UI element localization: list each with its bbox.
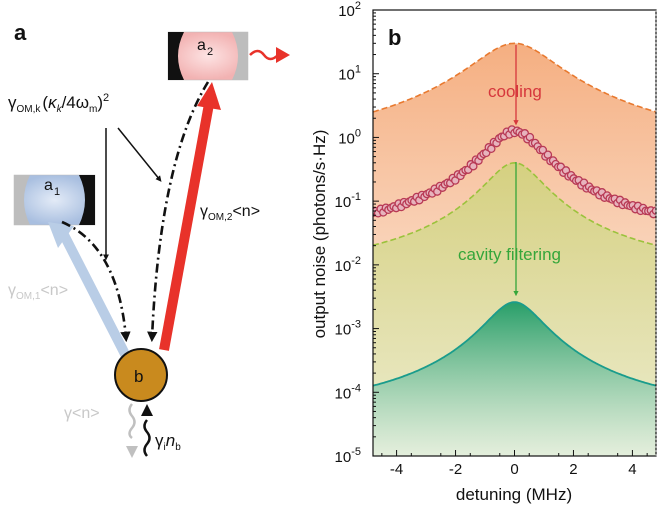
y-tick-label: 10-3 xyxy=(335,319,361,339)
cavity-a2-label: a xyxy=(197,37,206,54)
x-tick-label: -4 xyxy=(390,461,403,478)
mode-b-label: b xyxy=(134,367,143,386)
y-tick-label: 10-1 xyxy=(335,191,361,211)
damping-wave-icon xyxy=(128,403,136,439)
axis-ticks: -4 -2 0 2 4 10-5 10-4 10-3 10-2 10-1 100 101 102 xyxy=(335,0,648,478)
x-tick-label: -2 xyxy=(449,461,462,478)
bath-wave-icon xyxy=(143,419,151,457)
x-axis-label: detuning (MHz) xyxy=(456,485,572,504)
x-tick-label: 4 xyxy=(628,461,636,478)
y-tick-label: 100 xyxy=(338,127,361,147)
om1-arrowhead-icon xyxy=(48,222,74,248)
rate-gi-nb-label: γinb xyxy=(155,431,181,453)
output-arrowhead-icon xyxy=(276,47,290,63)
formula-arrow-diag xyxy=(117,127,162,182)
y-tick-label: 10-2 xyxy=(335,255,361,275)
y-tick-label: 101 xyxy=(338,64,361,84)
om2-arrow xyxy=(159,103,214,351)
series-line-teal xyxy=(373,301,656,387)
panel-a: a a 1 a 2 γOM,k (κk/4ωm)2 xyxy=(8,20,290,458)
series-line-green xyxy=(373,161,656,246)
y-tick-label: 10-4 xyxy=(335,382,361,402)
om2-arrowhead-icon xyxy=(197,82,221,110)
y-tick-label: 10-5 xyxy=(335,446,361,466)
x-tick-label: 0 xyxy=(510,461,518,478)
y-tick-label: 102 xyxy=(338,0,361,20)
panel-a-label: a xyxy=(14,20,27,45)
a2-to-b-arrow xyxy=(147,81,210,343)
a1-to-b-arrow xyxy=(61,220,131,343)
mode-b xyxy=(114,348,168,402)
x-tick-label: 2 xyxy=(569,461,577,478)
svg-text:γOM,k(κk/4ωm)2: γOM,k (κk/4ωm)2 xyxy=(8,92,109,115)
rate-om-k: γOM,k (κk/4ωm)2 xyxy=(8,92,109,115)
cavity-a1-sub: 1 xyxy=(54,186,60,198)
om1-arrow xyxy=(57,228,131,359)
cavity-a1-label: a xyxy=(44,177,53,194)
cavity-a2: a 2 xyxy=(167,31,290,81)
data-point xyxy=(651,206,656,215)
damping-arrowhead-icon xyxy=(126,446,138,458)
y-axis-label: output noise (photons/s·Hz) xyxy=(310,130,329,339)
panel-b-label: b xyxy=(388,25,401,50)
cavity-a1: a 1 xyxy=(13,174,96,226)
annot-cooling: cooling xyxy=(488,82,542,101)
rate-gamma-n-label: γ<n> xyxy=(64,405,100,422)
rate-om2-label: γOM,2<n> xyxy=(200,203,260,223)
output-wave-icon xyxy=(249,49,279,61)
panel-b: -4 -2 0 2 4 10-5 10-4 10-3 10-2 10-1 100 101 102 b c… xyxy=(310,0,657,504)
series-line-orange xyxy=(373,42,656,113)
rate-om1-label: γOM,1<n> xyxy=(8,282,68,302)
annot-filtering: cavity filtering xyxy=(458,245,561,264)
bath-arrowhead-icon xyxy=(141,404,153,416)
area-teal xyxy=(373,302,656,456)
cavity-a2-sub: 2 xyxy=(207,46,213,58)
